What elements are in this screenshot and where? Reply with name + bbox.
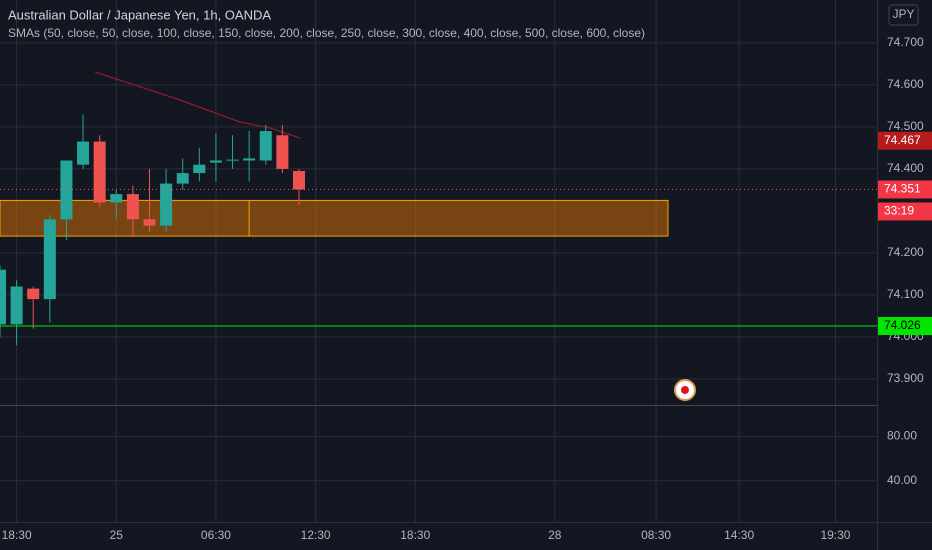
chart-title: Australian Dollar / Japanese Yen, 1h, OA… — [8, 7, 271, 22]
x-tick-label: 28 — [548, 528, 562, 542]
y-tick-label: 74.500 — [887, 119, 924, 133]
candle-body — [0, 269, 6, 325]
candle-body — [43, 219, 56, 300]
currency-box[interactable] — [888, 4, 919, 26]
candle-body — [60, 160, 73, 220]
last-price-tag: 74.351 — [884, 182, 921, 196]
candle-body — [276, 135, 289, 169]
currency[interactable]: JPY — [892, 7, 914, 21]
candle-body — [160, 183, 173, 226]
time-axis-border — [0, 522, 932, 523]
candle-body — [10, 286, 23, 325]
level-tag: 74.026 — [884, 318, 921, 332]
y-tick-label: 74.400 — [887, 161, 924, 175]
x-tick-label: 08:30 — [641, 528, 671, 542]
sma-tag-bg — [878, 131, 932, 150]
pane-separator — [0, 405, 877, 406]
candle-body — [176, 173, 189, 184]
alert-icon — [674, 379, 696, 401]
candle-body — [27, 288, 40, 300]
x-tick-label: 06:30 — [201, 528, 231, 542]
x-tick-label: 18:30 — [400, 528, 430, 542]
y-tick-label: 73.900 — [887, 371, 924, 385]
candle-body — [226, 159, 239, 161]
candle-body — [143, 219, 156, 226]
sma-tag: 74.467 — [884, 133, 921, 147]
candle-body — [292, 170, 305, 190]
y2-tick-label: 80.00 — [887, 429, 917, 443]
candle-body — [259, 131, 272, 161]
zone — [0, 199, 669, 237]
x-tick-label: 25 — [110, 528, 124, 542]
y-tick-label: 74.600 — [887, 77, 924, 91]
candle-body — [209, 160, 222, 163]
y-tick-label: 74.700 — [887, 35, 924, 49]
candle-body — [77, 141, 90, 165]
y-tick-label: 74.200 — [887, 245, 924, 259]
y2-tick-label: 40.00 — [887, 473, 917, 487]
last-price-tag-bg — [878, 180, 932, 199]
candle-body — [93, 141, 106, 203]
candle-body — [243, 158, 256, 161]
x-tick-label: 18:30 — [2, 528, 32, 542]
candle-body — [193, 164, 206, 174]
countdown-tag-bg — [878, 202, 932, 221]
y-tick-label: 74.100 — [887, 287, 924, 301]
candle-body — [126, 194, 139, 220]
indicator-legend: SMAs (50, close, 50, close, 100, close, … — [8, 26, 645, 40]
sma-line — [94, 71, 301, 139]
candle-body — [110, 194, 123, 203]
x-tick-label: 12:30 — [301, 528, 331, 542]
price-axis-border — [877, 0, 878, 550]
x-tick-label: 19:30 — [820, 528, 850, 542]
level-tag-bg — [878, 317, 932, 336]
countdown-tag: 33:19 — [884, 204, 914, 218]
x-tick-label: 14:30 — [724, 528, 754, 542]
